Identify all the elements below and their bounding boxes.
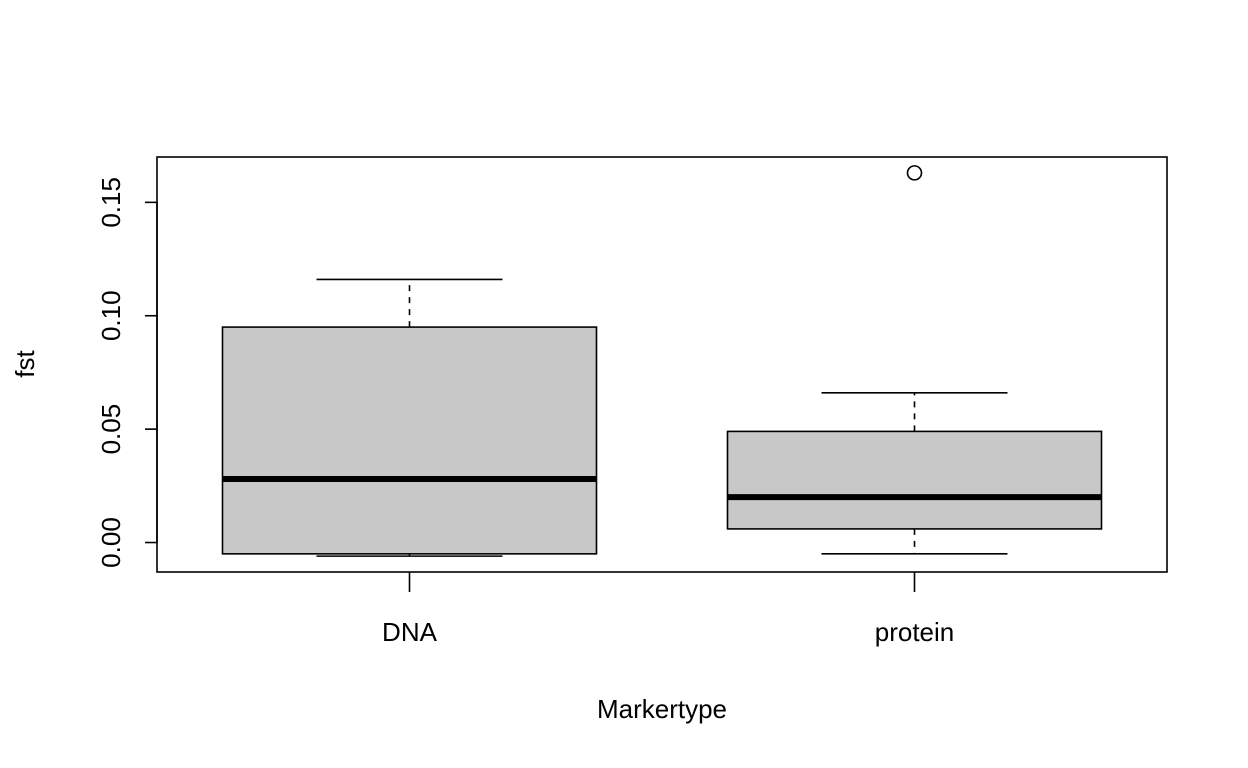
boxes-layer xyxy=(221,165,1103,557)
y-tick-label: 0.15 xyxy=(96,177,126,228)
y-tick-label: 0.10 xyxy=(96,290,126,341)
box-iqr xyxy=(726,430,1103,530)
plot-area: 0.00 0.05 0.10 0.15 DNA protein xyxy=(96,156,1168,647)
box-protein xyxy=(726,165,1103,555)
x-axis-label: Markertype xyxy=(597,694,727,724)
x-tick-label: DNA xyxy=(382,617,438,647)
y-axis: 0.00 0.05 0.10 0.15 xyxy=(96,177,158,568)
y-tick-label: 0.00 xyxy=(96,517,126,568)
box-iqr xyxy=(221,326,598,555)
y-axis-label: fst xyxy=(10,350,40,378)
box-dna xyxy=(221,278,598,557)
y-tick-label: 0.05 xyxy=(96,404,126,455)
outlier-point xyxy=(906,165,923,181)
x-tick-label: protein xyxy=(875,617,955,647)
x-axis: DNA protein xyxy=(382,572,954,647)
